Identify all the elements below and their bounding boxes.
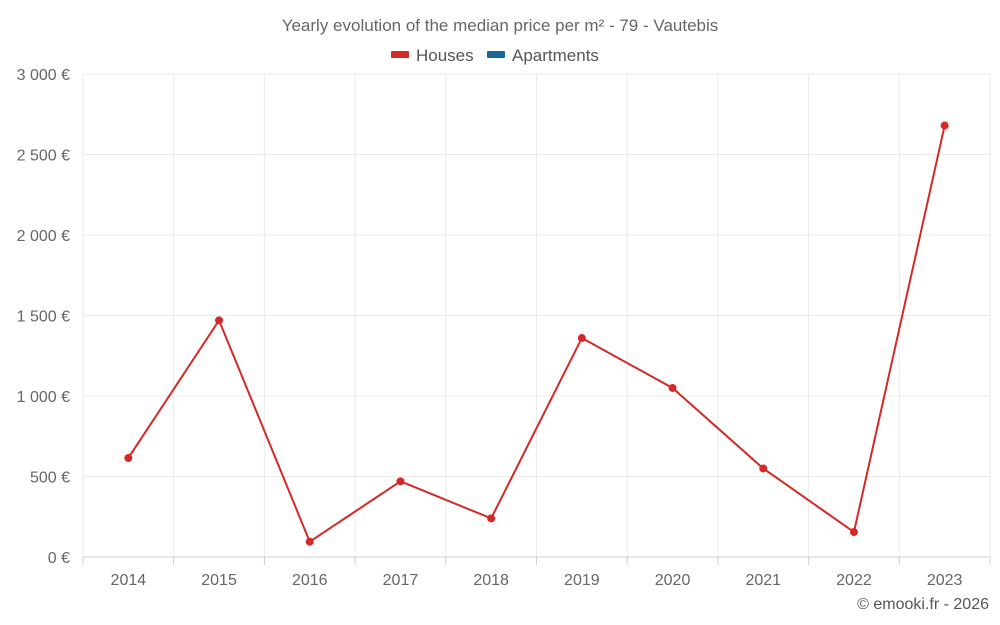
x-tick-label: 2015: [201, 572, 237, 589]
x-tick-label: 2018: [473, 572, 509, 589]
legend-swatch-houses: [391, 51, 409, 58]
x-tick-label: 2020: [655, 572, 691, 589]
credit-text: © emooki.fr - 2026: [857, 596, 989, 613]
legend: Houses Apartments: [391, 46, 599, 65]
data-point[interactable]: [124, 453, 133, 462]
y-tick-label: 1 000 €: [17, 389, 70, 406]
data-point[interactable]: [577, 334, 586, 343]
x-tick-label: 2019: [564, 572, 600, 589]
data-point[interactable]: [396, 477, 405, 486]
y-tick-label: 3 000 €: [17, 67, 70, 84]
x-tick-label: 2016: [292, 572, 328, 589]
series-houses: [124, 121, 949, 546]
chart-title: Yearly evolution of the median price per…: [282, 16, 719, 35]
legend-item-apartments[interactable]: Apartments: [487, 46, 599, 65]
y-axis: 0 € 500 € 1 000 € 1 500 € 2 000 € 2 500 € 3 00…: [17, 67, 70, 567]
data-point[interactable]: [487, 514, 496, 523]
y-tick-label: 0 €: [48, 550, 70, 567]
data-point[interactable]: [940, 121, 949, 130]
data-point[interactable]: [759, 464, 768, 473]
data-point[interactable]: [305, 537, 314, 546]
x-tick-label: 2022: [836, 572, 872, 589]
y-tick-label: 2 000 €: [17, 228, 70, 245]
legend-swatch-apartments: [487, 51, 505, 58]
x-tick-label: 2023: [927, 572, 963, 589]
data-point[interactable]: [668, 383, 677, 392]
y-tick-label: 2 500 €: [17, 148, 70, 165]
x-tick-label: 2021: [745, 572, 781, 589]
x-tick-label: 2014: [111, 572, 147, 589]
x-axis: 2014 2015 2016 2017 2018 2019 2020 2021 2022 2023: [82, 556, 991, 589]
x-tick-label: 2017: [383, 572, 419, 589]
y-tick-label: 500 €: [30, 470, 70, 487]
series-line-houses: [127, 125, 946, 543]
legend-item-houses[interactable]: Houses: [391, 46, 474, 65]
legend-label-apartments: Apartments: [512, 46, 599, 65]
data-point[interactable]: [215, 316, 224, 325]
gridlines: [82, 73, 991, 557]
y-tick-label: 1 500 €: [17, 309, 70, 326]
data-point[interactable]: [849, 528, 858, 537]
legend-label-houses: Houses: [416, 46, 474, 65]
